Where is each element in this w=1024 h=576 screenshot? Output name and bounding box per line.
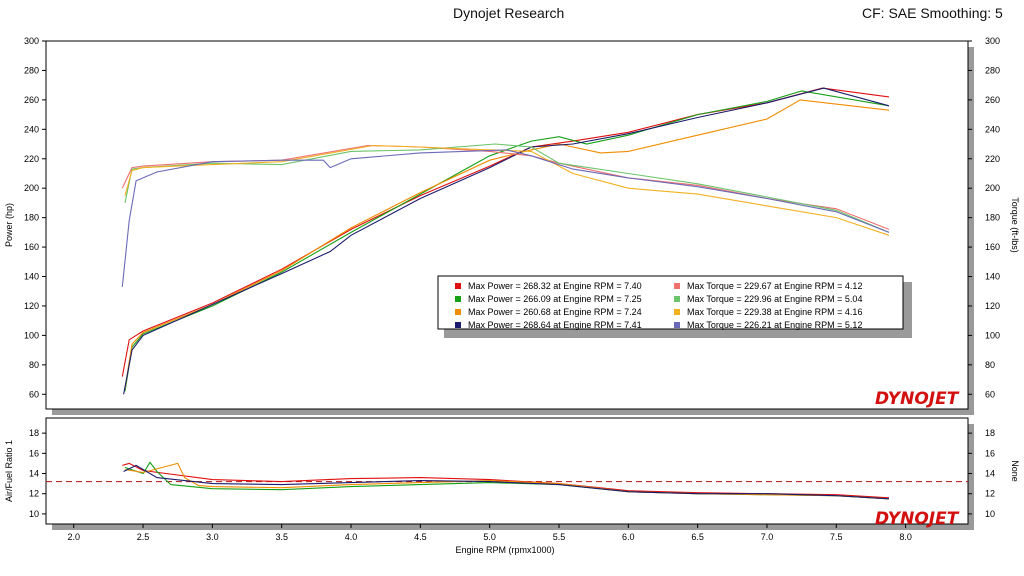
legend-swatch: [674, 296, 680, 302]
power-tick-label: 300: [24, 36, 39, 46]
power-tick-label: 220: [24, 154, 39, 164]
afr-tick-label: 10: [29, 509, 39, 519]
torque-tick-label: 160: [985, 242, 1000, 252]
torque-curve-4: [121, 149, 890, 287]
torque-tick-label: 200: [985, 183, 1000, 193]
legend-entry: Max Power = 268.32 at Engine RPM = 7.40: [468, 281, 642, 291]
torque-axis-label: Torque (ft-lbs): [1010, 197, 1020, 253]
power-curve-1: [121, 87, 890, 377]
power-tick-label: 160: [24, 242, 39, 252]
torque-tick-label: 280: [985, 65, 1000, 75]
power-tick-label: 200: [24, 183, 39, 193]
none-axis-label: None: [1010, 460, 1020, 482]
torque-tick-label: 100: [985, 330, 1000, 340]
power-axis-label: Power (hp): [4, 203, 14, 247]
rpm-tick-label: 6.5: [691, 532, 704, 542]
torque-tick-label: 60: [985, 389, 995, 399]
torque-tick-label: 300: [985, 36, 1000, 46]
power-tick-label: 180: [24, 213, 39, 223]
torque-curve-3: [124, 144, 890, 236]
rpm-axis-label: Engine RPM (rpmx1000): [455, 545, 554, 555]
afr-tick-label: 16: [29, 448, 39, 458]
power-curve-4: [123, 87, 890, 395]
rpm-tick-label: 5.0: [483, 532, 496, 542]
none-tick-label: 14: [985, 469, 995, 479]
rpm-tick-label: 8.0: [899, 532, 912, 542]
afr-panel: [45, 417, 969, 525]
afr-tick-label: 12: [29, 489, 39, 499]
torque-tick-label: 120: [985, 301, 1000, 311]
power-tick-label: 240: [24, 124, 39, 134]
legend-entry: Max Torque = 229.96 at Engine RPM = 5.04: [687, 294, 862, 304]
none-tick-label: 16: [985, 448, 995, 458]
legend-swatch: [674, 283, 680, 289]
power-tick-label: 80: [29, 360, 39, 370]
legend-swatch: [674, 309, 680, 315]
rpm-tick-label: 2.5: [137, 532, 150, 542]
afr-axis-label: Air/Fuel Ratio 1: [4, 440, 14, 502]
torque-tick-label: 80: [985, 360, 995, 370]
legend-entry: Max Power = 266.09 at Engine RPM = 7.25: [468, 294, 642, 304]
legend-swatch: [455, 283, 461, 289]
legend-swatch: [455, 296, 461, 302]
legend-entry: Max Power = 268.64 at Engine RPM = 7.41: [468, 320, 642, 330]
rpm-tick-label: 3.5: [275, 532, 288, 542]
rpm-tick-label: 4.5: [414, 532, 427, 542]
power-tick-label: 260: [24, 95, 39, 105]
power-tick-label: 100: [24, 330, 39, 340]
legend-swatch: [455, 322, 461, 328]
power-tick-label: 280: [24, 65, 39, 75]
legend-entry: Max Torque = 229.67 at Engine RPM = 4.12: [687, 281, 862, 291]
dynojet-logo: DYNOJET: [875, 389, 960, 409]
rpm-tick-label: 4.0: [345, 532, 358, 542]
legend-swatch: [674, 322, 680, 328]
torque-tick-label: 140: [985, 272, 1000, 282]
torque-tick-label: 220: [985, 154, 1000, 164]
afr-tick-label: 18: [29, 428, 39, 438]
none-tick-label: 12: [985, 489, 995, 499]
rpm-tick-label: 7.0: [761, 532, 774, 542]
legend-entry: Max Power = 260.68 at Engine RPM = 7.24: [468, 307, 642, 317]
power-panel: [45, 40, 969, 410]
rpm-tick-label: 2.0: [67, 532, 80, 542]
rpm-tick-label: 5.5: [553, 532, 566, 542]
none-tick-label: 10: [985, 509, 995, 519]
afr-tick-label: 14: [29, 469, 39, 479]
legend-entry: Max Torque = 229.38 at Engine RPM = 4.16: [687, 307, 862, 317]
none-tick-label: 18: [985, 428, 995, 438]
rpm-tick-label: 3.0: [206, 532, 219, 542]
torque-tick-label: 260: [985, 95, 1000, 105]
legend-box: [437, 275, 904, 330]
power-curve-3: [124, 99, 890, 389]
chart-header-correction: CF: SAE Smoothing: 5: [862, 5, 1003, 21]
dynojet-logo-afr: DYNOJET: [875, 509, 960, 529]
power-tick-label: 60: [29, 389, 39, 399]
power-tick-label: 120: [24, 301, 39, 311]
rpm-tick-label: 7.5: [830, 532, 843, 542]
legend-entry: Max Torque = 226.21 at Engine RPM = 5.12: [687, 320, 862, 330]
torque-tick-label: 240: [985, 124, 1000, 134]
afr-curve-4: [123, 464, 890, 500]
power-tick-label: 140: [24, 272, 39, 282]
legend-swatch: [455, 309, 461, 315]
chart-header-title: Dynojet Research: [453, 5, 565, 21]
rpm-tick-label: 6.0: [622, 532, 635, 542]
torque-tick-label: 180: [985, 213, 1000, 223]
